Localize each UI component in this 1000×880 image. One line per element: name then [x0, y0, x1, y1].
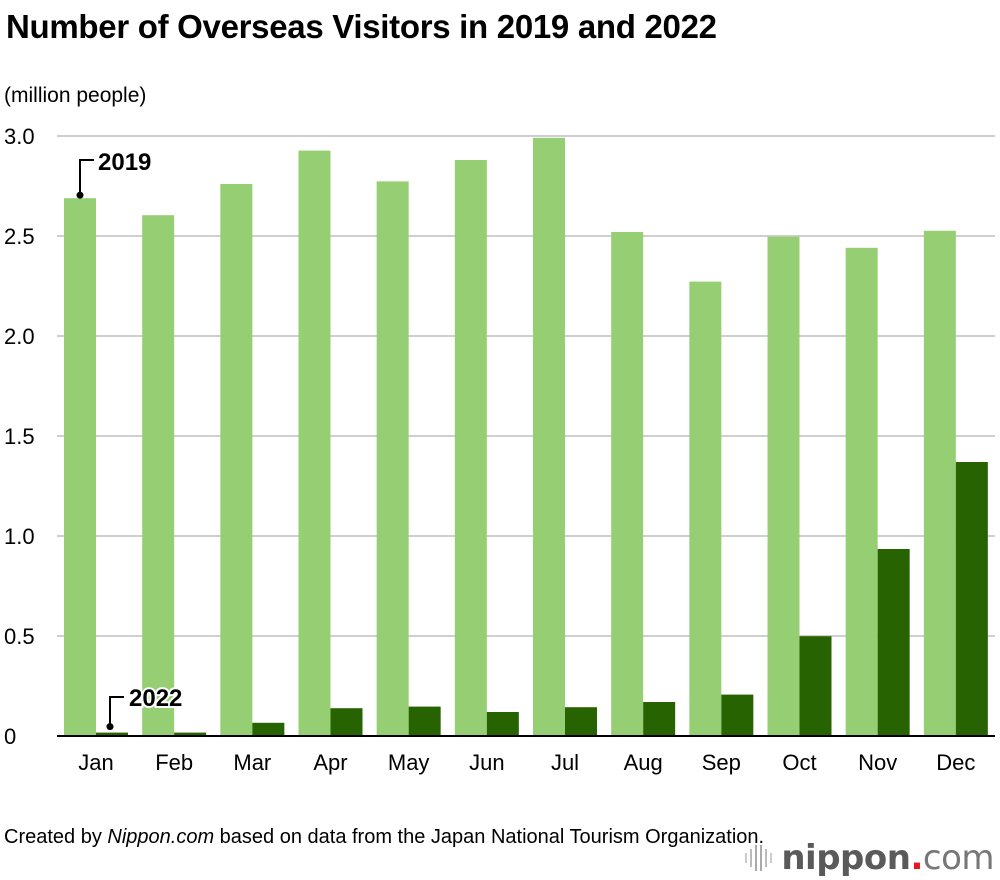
- x-tick-label: Nov: [858, 750, 897, 775]
- label-leader-2022: [109, 696, 124, 727]
- y-tick-label: 2.5: [4, 224, 35, 249]
- bar-2019-feb: [142, 215, 175, 736]
- x-tick-label: Jul: [551, 750, 579, 775]
- bar-2022-nov: [877, 549, 910, 736]
- x-tick-label: Jun: [469, 750, 504, 775]
- series-label-2019: 2019: [98, 149, 151, 176]
- bar-2019-mar: [220, 184, 253, 736]
- x-tick-label: Oct: [782, 750, 816, 775]
- source-note: Created by Nippon.com based on data from…: [4, 824, 764, 851]
- bar-2022-dec: [955, 462, 988, 736]
- bar-2019-oct: [767, 236, 800, 736]
- y-tick-label: 1.0: [4, 524, 35, 549]
- y-axis-label: (million people): [4, 84, 147, 107]
- label-dot-2019: [76, 191, 84, 199]
- x-tick-label: Aug: [624, 750, 663, 775]
- bar-2022-jul: [565, 707, 597, 736]
- label-dot-2022: [106, 723, 114, 731]
- source-suffix: based on data from the Japan National To…: [214, 826, 765, 848]
- x-tick-label: Feb: [155, 750, 193, 775]
- bar-2019-jan: [64, 198, 96, 736]
- bar-2019-sep: [689, 281, 722, 736]
- bar-2019-apr: [298, 150, 331, 737]
- bar-2022-apr: [330, 708, 363, 736]
- logo-main: nippon: [781, 838, 911, 878]
- x-tick-label: Jan: [78, 750, 113, 775]
- bar-2019-aug: [611, 232, 644, 736]
- logo-bars-icon: [745, 845, 773, 871]
- bar-2022-oct: [799, 636, 832, 736]
- x-tick-label: Apr: [313, 750, 347, 775]
- x-tick-label: Sep: [702, 750, 741, 775]
- bar-2022-may: [408, 706, 441, 736]
- bar-2019-jul: [533, 137, 565, 737]
- y-tick-label: 1.5: [4, 424, 35, 449]
- bar-2019-dec: [923, 230, 956, 737]
- y-tick-label: 2.0: [4, 324, 35, 349]
- logo-tld: com: [922, 838, 995, 878]
- x-tick-label: May: [388, 750, 430, 775]
- source-site: Nippon.com: [107, 826, 215, 848]
- bar-2022-jan: [96, 732, 128, 736]
- y-tick-label: 3.0: [4, 124, 35, 149]
- bar-2022-mar: [252, 722, 285, 736]
- label-leader-2019: [79, 159, 94, 196]
- y-tick-label: 0: [4, 724, 16, 749]
- y-tick-label: 0.5: [4, 624, 35, 649]
- chart-title: Number of Overseas Visitors in 2019 and …: [6, 8, 717, 45]
- bar-2022-jun: [486, 712, 519, 736]
- bar-2022-aug: [643, 702, 676, 736]
- x-tick-label: Dec: [936, 750, 975, 775]
- logo-dot: .: [910, 838, 923, 878]
- bar-2022-feb: [174, 732, 207, 736]
- bar-2022-sep: [721, 694, 754, 736]
- source-prefix: Created by: [4, 826, 108, 848]
- series-label-2022: 2022: [129, 685, 182, 712]
- bar-chart: 0 0.5 1.0 1.5 2.0 2.5 3.0 Jan Feb Mar Apr May Jun Jul…: [4, 124, 995, 775]
- x-tick-label: Mar: [233, 750, 271, 775]
- bar-2019-jun: [454, 160, 487, 736]
- bar-2019-may: [376, 181, 409, 736]
- bar-2019-nov: [845, 247, 878, 737]
- nippon-logo: nippon.com: [745, 838, 995, 878]
